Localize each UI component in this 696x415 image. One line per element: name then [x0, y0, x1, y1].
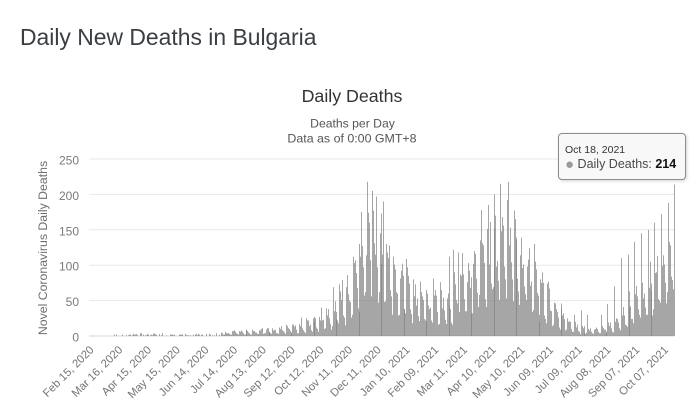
svg-text:200: 200	[59, 189, 79, 203]
svg-text:Daily Deaths: Daily Deaths	[302, 86, 403, 106]
svg-text:Deaths per Day: Deaths per Day	[310, 117, 396, 131]
svg-text:50: 50	[66, 295, 80, 309]
svg-text:Novel Coronavirus Daily Deaths: Novel Coronavirus Daily Deaths	[36, 161, 50, 335]
svg-text:Data as of 0:00 GMT+8: Data as of 0:00 GMT+8	[287, 132, 416, 146]
svg-text:0: 0	[72, 331, 79, 345]
svg-text:250: 250	[59, 154, 79, 168]
svg-text:100: 100	[59, 260, 79, 274]
svg-text:150: 150	[59, 224, 79, 238]
